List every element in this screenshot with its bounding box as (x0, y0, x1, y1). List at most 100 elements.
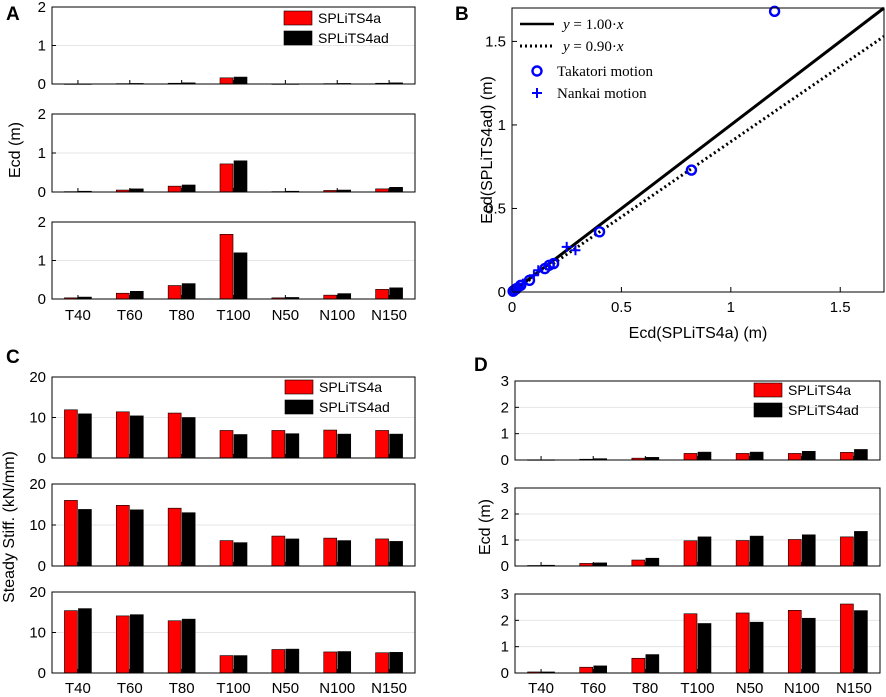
bar-splits4a (323, 294, 338, 300)
bar-splits4a (219, 540, 234, 567)
bar-splits4ad (749, 621, 764, 674)
x-tick-label: 0.5 (611, 299, 632, 316)
bar-splits4ad (697, 623, 712, 674)
x-category-label: T100 (216, 307, 250, 324)
legend-label: SPLiTS4ad (318, 30, 389, 46)
point-nankai (528, 270, 539, 281)
y-tick-label: 3 (501, 586, 509, 603)
bar-splits4ad (854, 531, 868, 567)
bar-splits4a (683, 613, 698, 674)
point-nankai (533, 265, 544, 276)
bar-splits4ad (78, 509, 92, 567)
y-tick-label: 0 (38, 450, 46, 467)
bar-splits4ad (285, 648, 300, 674)
point-takatori (547, 257, 560, 270)
subplot-1: 0 10 20 (29, 369, 416, 467)
bar-splits4ad (389, 287, 403, 300)
y-axis-label: Ecd (m) (7, 122, 24, 178)
bar-splits4a (64, 610, 78, 674)
subplot-3: 0 10 20 (29, 584, 416, 682)
bar-splits4ad (129, 509, 144, 567)
y-tick-label: 0 (501, 558, 509, 575)
y-tick-label: 1 (38, 145, 46, 162)
x-category-label: N50 (736, 680, 764, 697)
legend-label: SPLiTS4a (318, 10, 381, 26)
y-tick-label: 0 (38, 184, 46, 201)
legend-marker-nankai (532, 88, 542, 98)
panel-letter: C (6, 347, 20, 368)
bar-splits4ad (129, 614, 144, 674)
legend-label: y = 0.90·x (561, 39, 624, 55)
y-tick-label: 1 (38, 253, 46, 270)
y-tick-label: 0 (498, 284, 506, 301)
panel-letter: B (455, 4, 469, 25)
y-tick-label: 2 (38, 106, 46, 123)
y-tick-label: 3 (501, 373, 509, 390)
legend-label: SPLiTS4a (319, 379, 382, 395)
legend-swatch-splits4ad (753, 402, 783, 418)
y-tick-label: 0 (38, 665, 46, 682)
bar-splits4ad (749, 451, 764, 461)
bar-splits4a (840, 536, 854, 567)
bar-splits4a (219, 234, 234, 300)
x-category-label: N100 (319, 307, 355, 324)
bar-splits4ad (801, 534, 816, 567)
panel-b: B 0 0.5 1 1.5 0 0.5 1 1.5 Ecd(SPLiTS4a) (m) Ecd(SP… (455, 4, 885, 342)
bar-splits4ad (801, 617, 816, 674)
x-category-label: N150 (371, 680, 407, 697)
bar-splits4a (787, 539, 802, 567)
bar-splits4ad (697, 451, 712, 461)
legend-label-y: y (561, 39, 570, 55)
bar-splits4ad (181, 283, 196, 300)
plot-frame (514, 380, 881, 461)
bar-splits4ad (389, 433, 403, 459)
point-nankai (561, 241, 572, 252)
y-tick-label: 2 (501, 612, 509, 629)
bar-splits4a (115, 505, 130, 567)
y-tick-label: 1.5 (485, 33, 506, 50)
bar-splits4ad (645, 654, 660, 674)
legend-label-mid: = 1.00· (570, 17, 617, 33)
legend: SPLiTS4a SPLiTS4ad (284, 379, 390, 415)
x-category-label: T40 (65, 307, 91, 324)
bar-splits4a (115, 292, 130, 300)
legend-label: Nankai motion (557, 86, 647, 102)
y-tick-label: 0.5 (485, 200, 506, 217)
bar-splits4a (219, 430, 234, 459)
bar-splits4a (115, 411, 130, 459)
y-tick-label: 0 (38, 291, 46, 308)
bar-splits4a (735, 453, 750, 461)
bar-splits4a (840, 603, 854, 674)
bar-splits4ad (337, 433, 352, 459)
x-category-label: T100 (216, 680, 250, 697)
y-axis-label: Ecd(SPLiTS4ad) (m) (479, 76, 496, 224)
legend-label: SPLiTS4ad (319, 399, 390, 415)
x-category-label: N100 (319, 680, 355, 697)
legend-label: Takatori motion (557, 64, 654, 80)
bar-splits4a (271, 649, 286, 674)
y-tick-label: 20 (29, 369, 46, 386)
y-tick-label: 1 (501, 639, 509, 656)
bar-splits4a (219, 77, 234, 85)
legend-label: SPLiTS4ad (788, 402, 859, 418)
bar-splits4ad (78, 608, 92, 674)
bar-splits4ad (233, 434, 248, 459)
bar-splits4a (167, 185, 182, 193)
panel-a: A Ecd (m) 0 1 2 0 1 2 0 1 2 T40 T60 T80 T100 N50 N100 N15… (6, 0, 416, 324)
bar-splits4a (167, 507, 182, 567)
x-category-label: T80 (169, 680, 195, 697)
bar-splits4a (579, 666, 594, 674)
plot-frame (514, 593, 881, 674)
bar-splits4a (219, 655, 234, 674)
y-tick-label: 2 (501, 506, 509, 523)
bar-splits4ad (854, 610, 868, 674)
bar-splits4a (787, 453, 802, 461)
plot-frame (51, 483, 416, 567)
bar-splits4a (167, 412, 182, 459)
plot-frame (51, 591, 416, 674)
x-category-label: T40 (65, 680, 91, 697)
x-category-label: N50 (272, 680, 300, 697)
legend-marker-takatori (531, 65, 543, 77)
